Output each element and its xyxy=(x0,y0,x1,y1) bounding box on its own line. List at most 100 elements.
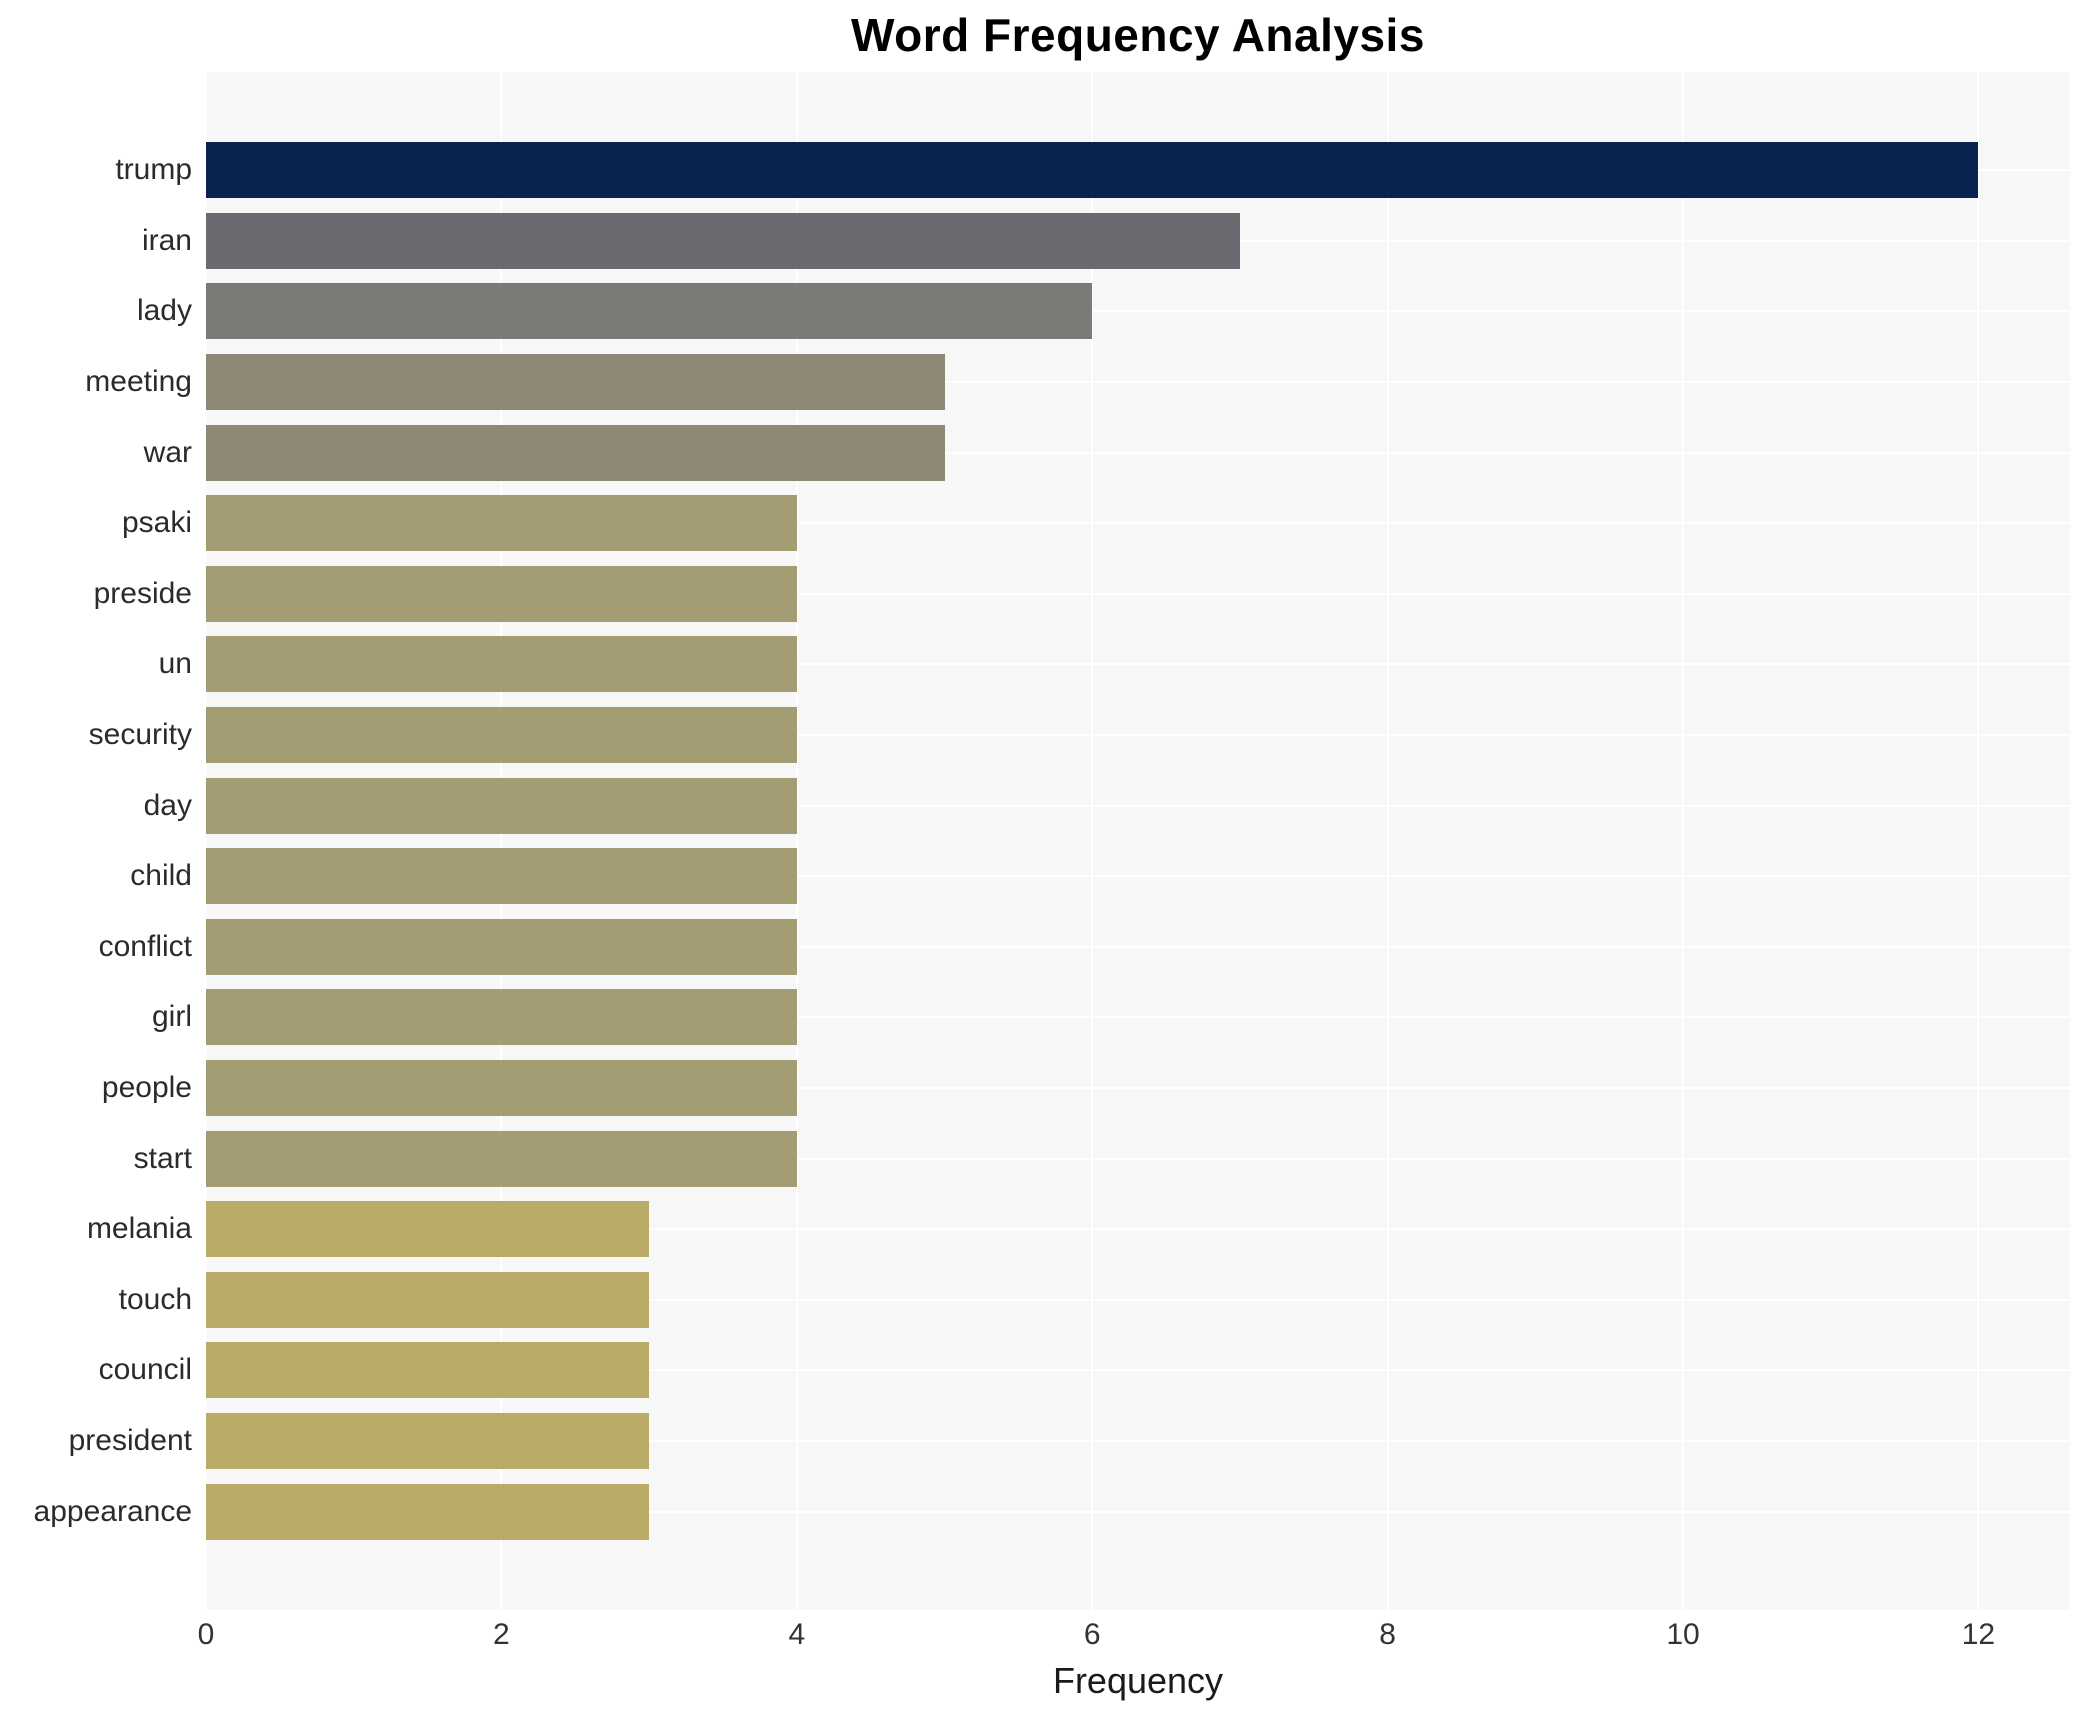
bar-row: war xyxy=(0,417,2070,488)
horizontal-gridline xyxy=(206,310,2070,313)
bar-row: preside xyxy=(0,559,2070,630)
bar-girl xyxy=(206,989,797,1046)
x-tick-label: 6 xyxy=(1083,1618,1101,1651)
bar-iran xyxy=(206,212,1240,269)
horizontal-gridline xyxy=(206,1510,2070,1513)
horizontal-gridline xyxy=(206,663,2070,666)
bar-council xyxy=(206,1342,650,1399)
vertical-gridline xyxy=(500,72,503,1610)
category-label: president xyxy=(68,1423,192,1457)
horizontal-gridline xyxy=(206,592,2070,595)
bar-track xyxy=(206,629,2070,700)
bar-row: security xyxy=(0,700,2070,771)
bar-war xyxy=(206,424,945,481)
bar-president xyxy=(206,1412,650,1469)
bar-row: child xyxy=(0,841,2070,912)
bar-row: president xyxy=(0,1406,2070,1477)
horizontal-gridline xyxy=(206,522,2070,525)
bar-row: appearance xyxy=(0,1476,2070,1547)
vertical-gridline xyxy=(1091,72,1094,1610)
bar-track xyxy=(206,1123,2070,1194)
category-label: psaki xyxy=(121,506,192,540)
bar-track xyxy=(206,135,2070,206)
category-label: lady xyxy=(136,294,192,328)
category-label: un xyxy=(158,647,192,681)
bar-appearance xyxy=(206,1483,650,1540)
category-label: appearance xyxy=(33,1494,192,1528)
bar-row: conflict xyxy=(0,912,2070,983)
vertical-gridline xyxy=(795,72,798,1610)
bar-melania xyxy=(206,1201,650,1258)
bar-start xyxy=(206,1130,797,1187)
bar-row: trump xyxy=(0,135,2070,206)
bar-track xyxy=(206,1406,2070,1477)
horizontal-gridline xyxy=(206,1016,2070,1019)
horizontal-gridline xyxy=(206,1157,2070,1160)
x-tick-label: 12 xyxy=(1961,1618,1996,1651)
x-axis-label: Frequency xyxy=(1052,1660,1224,1701)
category-label: start xyxy=(133,1141,192,1175)
bar-row: un xyxy=(0,629,2070,700)
category-label: day xyxy=(143,788,192,822)
x-tick-label: 0 xyxy=(197,1618,215,1651)
horizontal-gridline xyxy=(206,734,2070,737)
vertical-gridline xyxy=(205,72,207,1610)
horizontal-gridline xyxy=(206,945,2070,948)
bar-track xyxy=(206,1194,2070,1265)
bar-track xyxy=(206,559,2070,630)
horizontal-gridline xyxy=(206,1369,2070,1372)
bars-container: trump iran lady meeting war psaki preside un sec… xyxy=(0,135,2070,1547)
bar-row: iran xyxy=(0,206,2070,277)
bar-security xyxy=(206,707,797,764)
horizontal-gridline xyxy=(206,1298,2070,1301)
bar-track xyxy=(206,1265,2070,1336)
category-label: girl xyxy=(151,1000,192,1034)
bar-track xyxy=(206,1335,2070,1406)
category-label: iran xyxy=(141,223,192,257)
bar-track xyxy=(206,1476,2070,1547)
bar-row: psaki xyxy=(0,488,2070,559)
bar-track xyxy=(206,982,2070,1053)
category-label: people xyxy=(101,1071,192,1105)
category-label: council xyxy=(98,1353,192,1387)
vertical-gridline xyxy=(1977,72,1980,1610)
bar-row: lady xyxy=(0,276,2070,347)
category-label: melania xyxy=(86,1212,192,1246)
bar-row: meeting xyxy=(0,347,2070,418)
bar-row: touch xyxy=(0,1265,2070,1336)
horizontal-gridline xyxy=(206,1439,2070,1442)
horizontal-gridline xyxy=(206,804,2070,807)
horizontal-gridline xyxy=(206,451,2070,454)
bar-lady xyxy=(206,283,1093,340)
bar-track xyxy=(206,770,2070,841)
category-label: touch xyxy=(118,1282,192,1316)
bar-row: melania xyxy=(0,1194,2070,1265)
horizontal-gridline xyxy=(206,1087,2070,1090)
category-label: preside xyxy=(93,576,192,610)
category-label: trump xyxy=(115,153,192,187)
category-label: meeting xyxy=(85,365,192,399)
bar-track xyxy=(206,841,2070,912)
bar-track xyxy=(206,912,2070,983)
bar-row: council xyxy=(0,1335,2070,1406)
bar-row: start xyxy=(0,1123,2070,1194)
category-label: war xyxy=(143,435,192,469)
bar-preside xyxy=(206,565,797,622)
category-label: conflict xyxy=(98,929,192,963)
chart-title: Word Frequency Analysis xyxy=(851,9,1425,61)
bar-track xyxy=(206,417,2070,488)
x-tick-label: 8 xyxy=(1379,1618,1396,1651)
bar-row: people xyxy=(0,1053,2070,1124)
bar-un xyxy=(206,636,797,693)
bar-track xyxy=(206,206,2070,277)
x-tick-label: 10 xyxy=(1666,1618,1700,1651)
bar-day xyxy=(206,777,797,834)
x-tick-label: 2 xyxy=(493,1618,510,1651)
bar-row: day xyxy=(0,770,2070,841)
horizontal-gridline xyxy=(206,1228,2070,1231)
bar-trump xyxy=(206,142,1979,199)
vertical-gridline xyxy=(1386,72,1389,1610)
vertical-gridline xyxy=(1682,72,1685,1610)
bar-touch xyxy=(206,1271,650,1328)
